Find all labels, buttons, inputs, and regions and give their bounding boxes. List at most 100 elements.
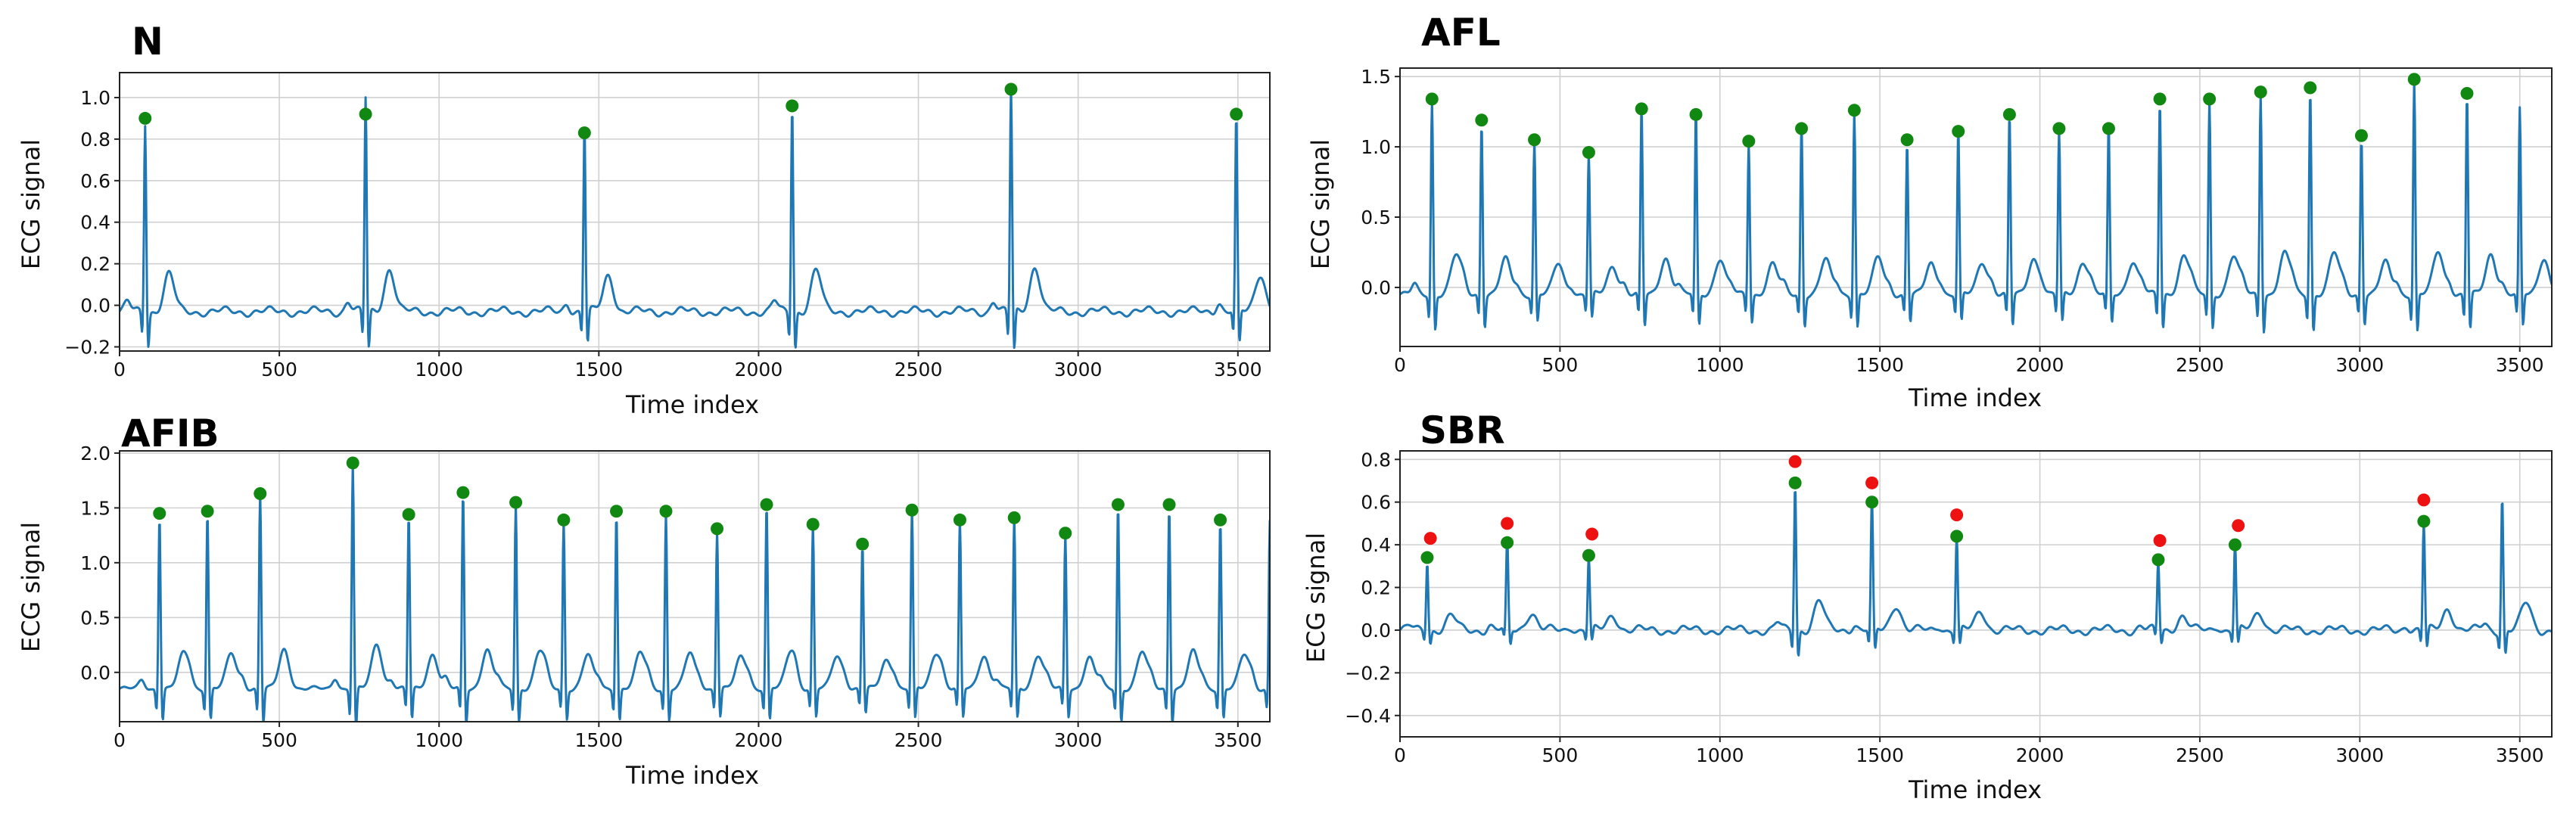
r-peak-marker xyxy=(2052,122,2066,135)
ecg-signal-line xyxy=(120,83,1270,350)
y-tick-label: −0.2 xyxy=(1345,662,1391,684)
x-tick-label: 0 xyxy=(1394,354,1406,376)
y-tick-label: 1.5 xyxy=(1361,66,1391,88)
r-peak-marker xyxy=(1952,125,1965,138)
r-peak-marker xyxy=(953,513,966,527)
ecg-signal-line xyxy=(120,462,1270,722)
x-tick-label: 2000 xyxy=(735,359,783,381)
r-peak-marker xyxy=(1900,133,1914,147)
x-tick-label: 3500 xyxy=(1214,359,1262,381)
plot-area: 0 500 1000 1500 2000 2500 3000 3500 0.0 0.5 1.0 1.5… xyxy=(80,443,1271,751)
x-axis-label: Time index xyxy=(1908,384,2042,412)
y-tick-label: 1.0 xyxy=(80,87,110,109)
plot-frame xyxy=(1399,67,2553,347)
panel-title: N xyxy=(132,20,163,64)
r-peak-marker xyxy=(1582,146,1595,160)
y-tick-label: 0.0 xyxy=(80,295,110,317)
x-tick-label: 3500 xyxy=(2496,744,2544,766)
x-tick-label: 0 xyxy=(114,729,126,751)
r-peak-marker xyxy=(1847,104,1861,117)
alt-peak-marker xyxy=(1585,527,1599,541)
x-tick-label: 0 xyxy=(114,359,126,381)
x-tick-label: 3000 xyxy=(2336,354,2385,376)
y-tick-label: 1.5 xyxy=(80,497,110,519)
x-tick-label: 1000 xyxy=(415,729,463,751)
r-peak-marker xyxy=(2254,85,2267,99)
x-tick-label: 1000 xyxy=(1696,744,1744,766)
r-peak-marker xyxy=(1582,548,1595,562)
r-peak-marker xyxy=(402,508,415,521)
y-tick-label: 0.6 xyxy=(1361,492,1391,514)
r-peak-marker xyxy=(711,522,724,536)
x-tick-label: 0 xyxy=(1394,744,1406,766)
y-tick-label: 0.0 xyxy=(1361,620,1391,642)
y-axis-label: ECG signal xyxy=(17,139,45,269)
plot-area: 0 500 1000 1500 2000 2500 3000 3500 0.0 0.5 1.0 1.5 xyxy=(1361,66,2553,376)
x-tick-label: 1500 xyxy=(1856,744,1904,766)
r-peak-marker xyxy=(2102,122,2115,135)
r-peak-marker xyxy=(2228,538,2242,551)
x-tick-label: 3000 xyxy=(1054,359,1103,381)
panel-title: AFL xyxy=(1421,11,1501,54)
x-tick-label: 500 xyxy=(261,729,297,751)
r-peak-marker xyxy=(557,513,571,527)
x-tick-label: 2000 xyxy=(2016,744,2064,766)
x-tick-label: 2000 xyxy=(735,729,783,751)
r-peak-marker xyxy=(1795,122,1809,135)
y-tick-label: −0.2 xyxy=(64,337,110,359)
panel-afl: AFL 0 500 1000 1500 2000 2500 3000 3500 0.0 0.5 1.… xyxy=(1306,11,2553,412)
x-tick-label: 1500 xyxy=(1856,354,1904,376)
r-peak-marker xyxy=(1162,498,1176,511)
r-peak-marker xyxy=(1425,92,1439,106)
y-tick-label: 1.0 xyxy=(80,552,110,574)
r-peak-marker xyxy=(659,505,673,518)
alt-peak-marker xyxy=(1865,476,1879,489)
y-tick-label: 0.4 xyxy=(1361,534,1391,556)
r-peak-marker xyxy=(806,517,820,531)
y-axis-label: ECG signal xyxy=(17,522,45,652)
y-tick-label: 0.5 xyxy=(80,607,110,629)
x-tick-label: 500 xyxy=(1542,354,1579,376)
r-peak-marker xyxy=(1528,133,1542,147)
x-tick-label: 1500 xyxy=(575,729,624,751)
x-tick-label: 500 xyxy=(1542,744,1579,766)
r-peak-marker xyxy=(1111,498,1125,511)
x-tick-label: 500 xyxy=(261,359,297,381)
r-peak-marker xyxy=(456,486,470,499)
y-tick-label: 0.4 xyxy=(80,212,110,234)
plot-area: 0 500 1000 1500 2000 2500 3000 3500 −0.2 0.0 0.2 0.… xyxy=(64,72,1271,381)
alt-peak-marker xyxy=(1423,532,1437,545)
r-peak-marker xyxy=(2407,73,2421,86)
r-peak-marker xyxy=(760,498,773,511)
r-peak-marker xyxy=(1475,113,1489,127)
x-tick-label: 3000 xyxy=(2336,744,2385,766)
panel-title: AFIB xyxy=(121,412,219,455)
r-peak-marker xyxy=(254,487,267,501)
r-peak-marker xyxy=(1420,551,1434,564)
y-tick-label: 0.2 xyxy=(1361,577,1391,599)
alt-peak-marker xyxy=(2232,519,2245,533)
y-tick-label: 2.0 xyxy=(80,443,110,464)
plot-frame xyxy=(119,72,1271,352)
x-tick-label: 3500 xyxy=(2496,354,2544,376)
r-peak-marker xyxy=(610,505,624,518)
x-axis-label: Time index xyxy=(625,390,759,419)
plot-frame xyxy=(1399,450,2553,738)
r-peak-marker xyxy=(2151,553,2165,567)
r-peak-marker xyxy=(2354,129,2368,142)
x-tick-label: 3500 xyxy=(1214,729,1262,751)
y-tick-label: 0.0 xyxy=(1361,277,1391,299)
y-tick-label: −0.4 xyxy=(1345,705,1391,727)
r-peak-marker xyxy=(1004,82,1018,96)
r-peak-marker xyxy=(1230,107,1243,121)
y-tick-label: 0.2 xyxy=(80,253,110,275)
x-axis-label: Time index xyxy=(625,761,759,790)
x-tick-label: 2500 xyxy=(2176,354,2224,376)
x-tick-label: 2000 xyxy=(2016,354,2064,376)
r-peak-marker xyxy=(1501,536,1514,549)
panel-sbr: SBR 0 500 1000 1500 2000 2500 3000 3500 −0.4 −0.2… xyxy=(1302,409,2553,804)
r-peak-marker xyxy=(2417,514,2431,528)
r-peak-marker xyxy=(2203,92,2217,106)
r-peak-marker xyxy=(1214,513,1227,527)
